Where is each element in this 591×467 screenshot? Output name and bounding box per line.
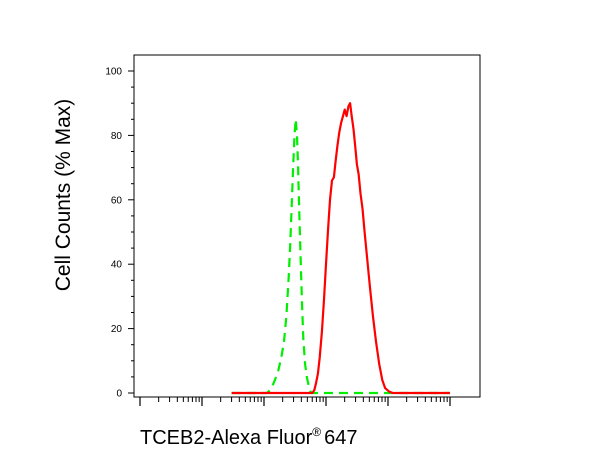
y-tick-label: 100 [105,67,122,78]
stained-sample-curve [231,102,450,395]
y-tick-label: 80 [111,131,123,142]
y-axis: 0 20 40 60 80 100 [105,67,134,400]
y-tick-label: 0 [116,389,122,400]
y-tick-label: 40 [111,260,123,271]
y-axis-label: Cell Counts (% Max) [52,98,75,292]
plot-frame [133,54,481,398]
series-layer [231,102,450,395]
registered-mark: ® [312,425,322,439]
y-tick-label: 20 [111,324,123,335]
x-axis-label-suffix: 647 [324,427,358,449]
isotype-control-curve [231,118,450,395]
y-tick-label: 60 [111,195,123,206]
x-axis-label-prefix: TCEB2-Alexa Fluor [140,427,313,449]
x-axis-label: TCEB2-Alexa Fluor® 647 [140,425,358,450]
x-axis [139,397,451,406]
